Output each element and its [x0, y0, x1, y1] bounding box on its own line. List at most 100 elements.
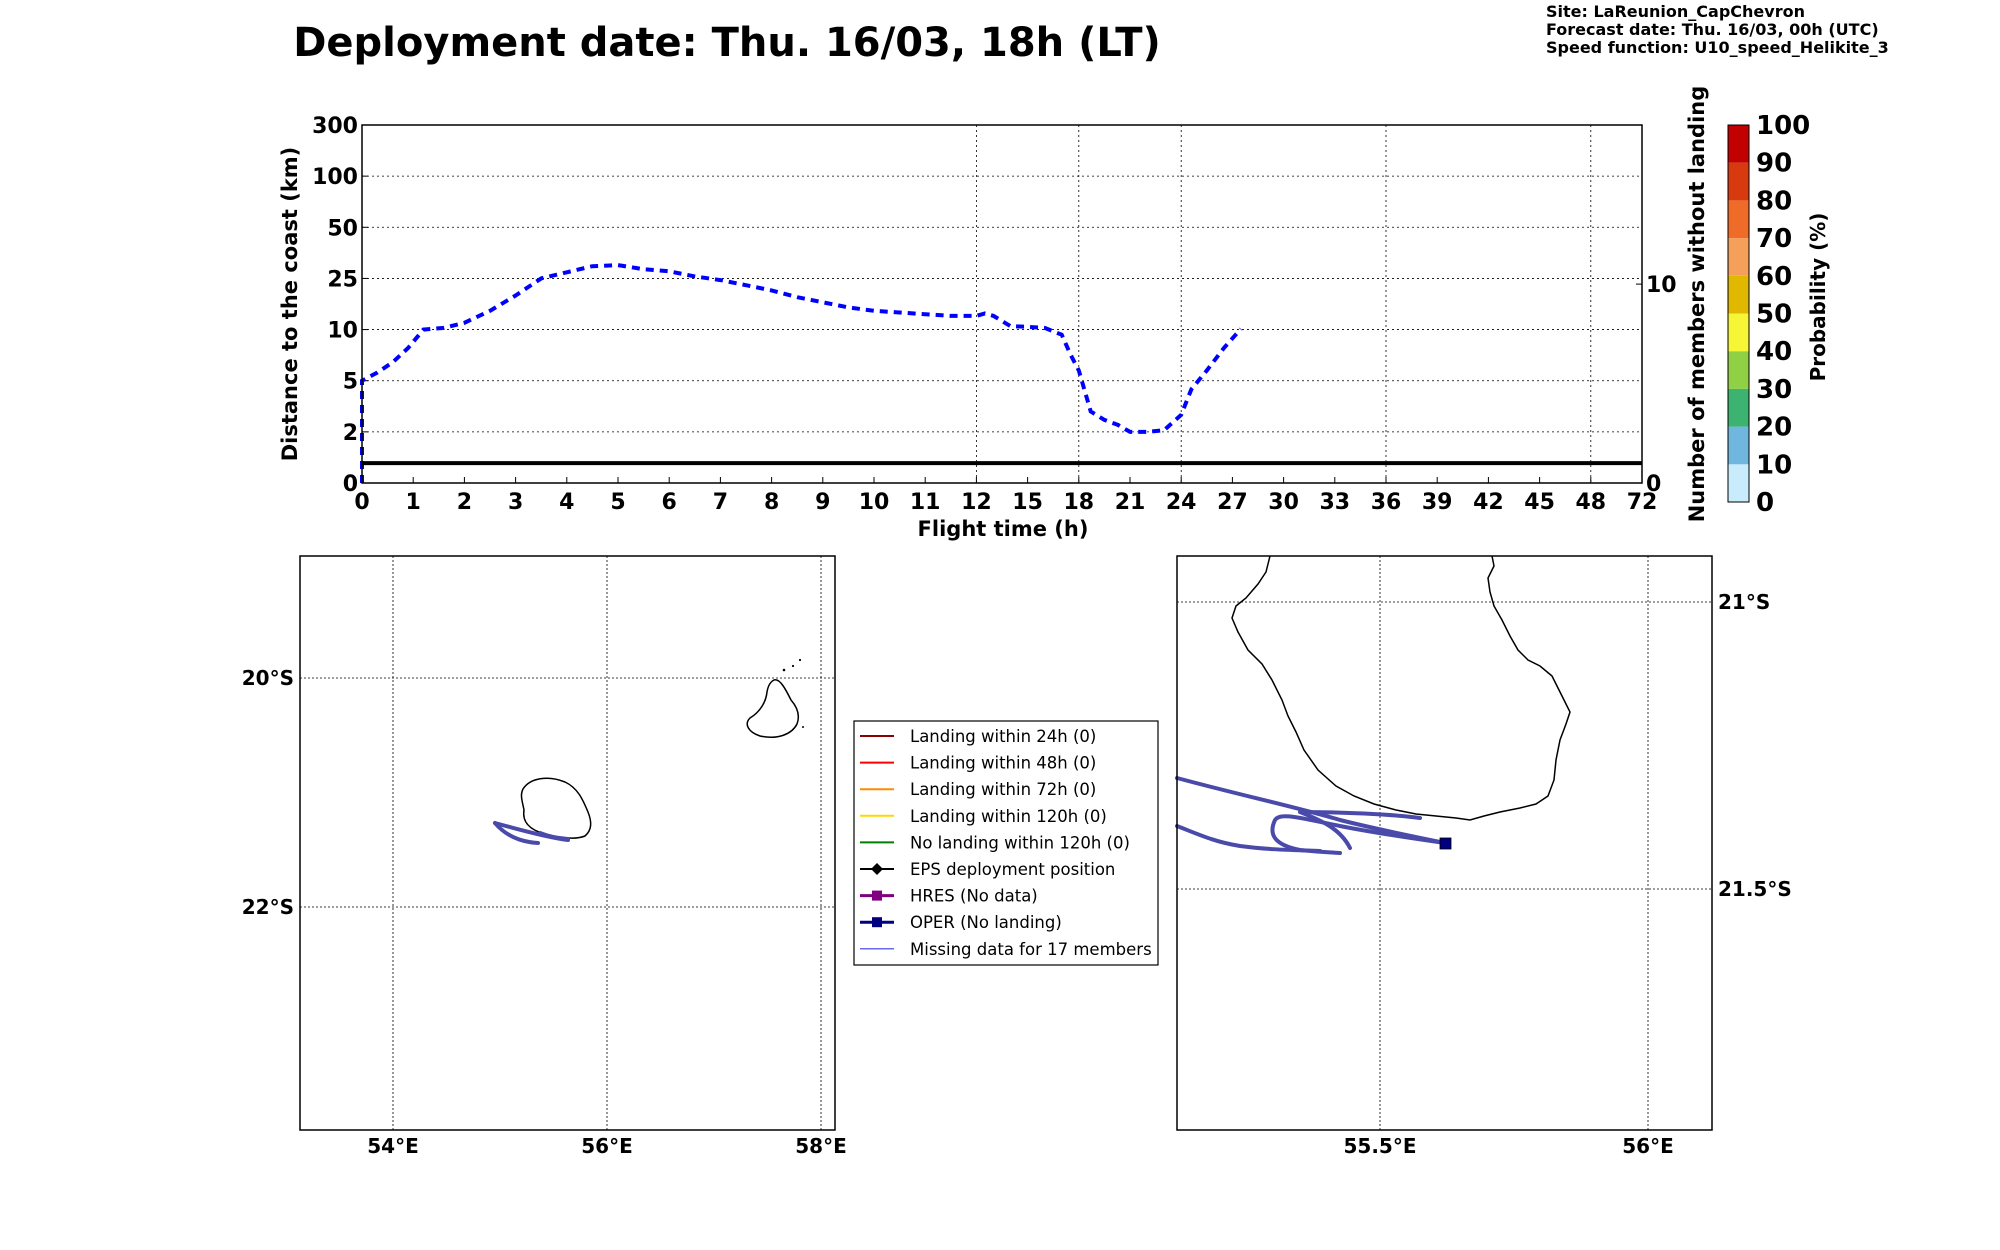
x-tick-label: 11: [910, 490, 941, 515]
distance-series: [360, 263, 1642, 483]
longitude-label: 58°E: [795, 1134, 847, 1158]
regional-map: 54°E 56°E 58°E 20°S 22°S: [242, 555, 847, 1158]
colorbar-tick-label: 30: [1756, 375, 1792, 405]
track-3: [538, 831, 570, 841]
x-tick-label: 15: [1012, 490, 1043, 515]
longitude-label: 56°E: [1622, 1134, 1674, 1158]
latitude-label: 22°S: [242, 895, 294, 919]
y2-axis-label: Number of members without landing: [1685, 86, 1709, 523]
reunion-island: [520, 777, 592, 839]
x-tick-label: 10: [859, 490, 890, 515]
reunion-coastline: [1231, 555, 1571, 821]
x-tick-label: 24: [1166, 490, 1197, 515]
zoom-map-tracks: [1175, 776, 1447, 855]
latitude-label: 21.5°S: [1718, 877, 1792, 901]
legend-item: OPER (No landing): [860, 913, 1062, 932]
distance-plot-frame: [361, 124, 1643, 484]
colorbar-tick-label: 90: [1756, 149, 1792, 179]
legend-item: Landing within 120h (0): [860, 807, 1107, 826]
x-tick-label: 21: [1115, 490, 1146, 515]
mauritius-island: [746, 679, 800, 738]
distance-line: [360, 263, 1243, 483]
colorbar-cell: [1728, 464, 1749, 502]
regional-map-tracks: [493, 821, 570, 845]
x-tick-label: 36: [1371, 490, 1402, 515]
colorbar-tick-label: 0: [1756, 488, 1774, 518]
x-tick-label: 72: [1627, 490, 1658, 515]
colorbar-cell: [1728, 238, 1749, 276]
y-tick-label: 25: [327, 267, 358, 292]
x-tick-label: 42: [1473, 490, 1504, 515]
regional-map-background: [300, 556, 835, 1130]
x-tick-label: 8: [764, 490, 779, 515]
zoom-map-graticule: [1177, 556, 1712, 1130]
legend-swatch-diamond: [871, 863, 883, 875]
colorbar-tick-label: 40: [1756, 337, 1792, 367]
x-tick-label: 30: [1268, 490, 1299, 515]
longitude-label: 54°E: [367, 1134, 419, 1158]
legend-items: Landing within 24h (0) Landing within 48h…: [860, 727, 1152, 959]
colorbar-cell: [1728, 125, 1749, 163]
colorbar-cell: [1728, 426, 1749, 465]
legend-item: EPS deployment position: [860, 860, 1115, 879]
colorbar-ticks: 0 10 20 30 40 50 60 70 80 90 100: [1756, 111, 1810, 518]
colorbar-tick-label: 100: [1756, 111, 1810, 141]
distance-grid: [362, 125, 1642, 483]
legend-swatch-square: [872, 890, 882, 901]
colorbar-cell: [1728, 388, 1749, 427]
oper-deployment-marker: [1439, 837, 1452, 850]
latitude-label: 20°S: [242, 666, 294, 690]
colorbar-tick-label: 80: [1756, 186, 1792, 216]
site-info: Site: LaReunion_CapChevron: [1546, 2, 1805, 21]
y-tick-label: 50: [327, 216, 358, 241]
y-axis-label: Distance to the coast (km): [278, 147, 302, 462]
legend-swatch-square: [872, 917, 882, 928]
x-tick-label: 1: [406, 490, 421, 515]
y-tick-label: 2: [343, 421, 358, 446]
legend-frame: [853, 720, 1159, 966]
legend-item: Landing within 72h (0): [860, 780, 1096, 799]
colorbar-tick-label: 70: [1756, 224, 1792, 254]
x-tick-label: 33: [1319, 490, 1350, 515]
x-tick-label: 5: [610, 490, 625, 515]
legend-item: No landing within 120h (0): [860, 833, 1130, 852]
legend-label: EPS deployment position: [910, 860, 1115, 879]
y2-tick-label: 0: [1646, 472, 1661, 497]
legend-item: Landing within 48h (0): [860, 754, 1096, 773]
x-tick-label: 7: [713, 490, 728, 515]
colorbar-cells: [1728, 125, 1749, 502]
y-tick-label: 300: [312, 114, 358, 139]
zoom-lon-ticks: 55.5°E 56°E: [1343, 1134, 1673, 1158]
mauritius-islets: [782, 658, 804, 728]
zoom-lat-ticks: 21°S 21.5°S: [1718, 590, 1792, 901]
zoom-map: 55.5°E 56°E 21°S 21.5°S: [1175, 555, 1792, 1158]
x-tick-label: 27: [1217, 490, 1248, 515]
y-tick-label: 5: [343, 370, 358, 395]
longitude-label: 55.5°E: [1343, 1134, 1416, 1158]
regional-lon-ticks: 54°E 56°E 58°E: [367, 1134, 847, 1158]
x-tick-label: 18: [1063, 490, 1094, 515]
distance-chart: 0 1 2 3 4 5 6 7 8 9 10 11 12 15 18 21 24 27 30 33 36 39 42 45 48…: [278, 86, 1709, 541]
legend-label: Landing within 120h (0): [910, 807, 1107, 826]
track-inner: [1298, 810, 1422, 850]
track-2: [493, 821, 540, 845]
legend-label: Landing within 48h (0): [910, 754, 1096, 773]
x-tick-label: 9: [815, 490, 830, 515]
legend-item: HRES (No data): [860, 887, 1038, 906]
track-south: [1175, 824, 1322, 853]
colorbar-cell: [1728, 275, 1749, 314]
figure-title: Deployment date: Thu. 16/03, 18h (LT): [293, 20, 1161, 66]
colorbar-tick-label: 20: [1756, 413, 1792, 443]
colorbar-tick-label: 60: [1756, 262, 1792, 292]
x-tick-label: 12: [961, 490, 992, 515]
legend-label: HRES (No data): [910, 887, 1038, 906]
probability-colorbar: 0 10 20 30 40 50 60 70 80 90 100 Probability (%): [1727, 111, 1830, 518]
y-tick-label: 10: [327, 319, 358, 344]
colorbar-frame: [1727, 124, 1750, 503]
regional-lat-ticks: 20°S 22°S: [242, 666, 294, 919]
distance-ticks: 0 1 2 3 4 5 6 7 8 9 10 11 12 15 18 21 24 27 30 33 36 39 42 45 48…: [312, 114, 1677, 515]
x-tick-label: 45: [1524, 490, 1555, 515]
x-tick-label: 0: [354, 490, 369, 515]
colorbar-label: Probability (%): [1806, 213, 1830, 382]
